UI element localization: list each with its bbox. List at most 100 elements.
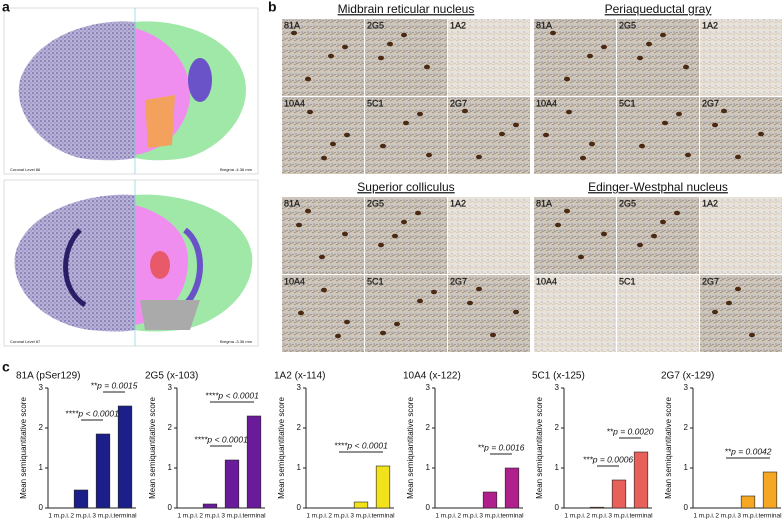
chart-title: 2G7 (x-129) — [661, 371, 714, 382]
stained-cell — [749, 332, 755, 338]
stained-cell — [587, 53, 593, 59]
stained-cell — [291, 30, 297, 36]
panel-label: b — [268, 0, 277, 15]
histology-tile — [700, 19, 782, 96]
atlas-bottom — [3, 179, 259, 347]
stained-cell — [490, 332, 496, 338]
histology-tile — [534, 19, 616, 96]
y-tick-label: 0 — [684, 503, 689, 512]
antibody-label: 2G5 — [367, 20, 384, 30]
stained-cell — [564, 76, 570, 82]
stained-cell — [380, 143, 386, 149]
y-tick-label: 0 — [297, 503, 302, 512]
y-tick-label: 3 — [168, 383, 173, 392]
y-tick-label: 1 — [684, 463, 689, 472]
bar — [375, 465, 391, 509]
stained-cell — [712, 309, 718, 315]
bar — [95, 433, 111, 509]
stained-cell — [321, 155, 327, 161]
stained-cell — [601, 231, 607, 237]
antibody-label: 2G7 — [702, 276, 719, 286]
histology-tile — [700, 275, 782, 352]
stained-cell — [735, 154, 741, 160]
stained-cell — [646, 41, 652, 47]
antibody-label: 1A2 — [702, 198, 718, 208]
antibody-label: 2G5 — [367, 198, 384, 208]
stained-cell — [476, 286, 482, 292]
y-axis-label: Mean semiquantitative score — [664, 397, 673, 499]
stained-cell — [328, 53, 334, 59]
stained-cell — [601, 44, 607, 50]
stained-cell — [589, 141, 595, 147]
stained-cell — [417, 111, 423, 117]
bar — [762, 471, 778, 509]
x-tick-label: 2 m.p.i. — [199, 513, 221, 520]
stained-cell — [424, 64, 430, 70]
stained-cell — [712, 122, 718, 128]
stained-cell — [296, 222, 302, 228]
histology-tile — [365, 19, 447, 96]
stained-cell — [566, 109, 572, 115]
y-tick-label: 2 — [297, 423, 302, 432]
y-tick-label: 3 — [39, 383, 44, 392]
bar — [224, 459, 240, 509]
y-tick-label: 3 — [297, 383, 302, 392]
antibody-label: 2G7 — [702, 98, 719, 108]
stained-cell — [467, 300, 473, 306]
bar — [117, 405, 133, 509]
histology-tile — [282, 275, 364, 352]
y-tick-label: 1 — [168, 463, 173, 472]
atlas-top — [3, 7, 259, 175]
antibody-label: 1A2 — [450, 20, 466, 30]
stained-cell — [499, 131, 505, 137]
y-tick-label: 1 — [39, 463, 44, 472]
stained-cell — [660, 32, 666, 38]
stained-cell — [380, 330, 386, 336]
y-tick-label: 2 — [39, 423, 44, 432]
significance-label: **p = 0.0042 — [724, 446, 771, 456]
antibody-label: 10A4 — [284, 98, 305, 108]
y-axis-label: Mean semiquantitative score — [535, 397, 544, 499]
x-tick-label: 1 m.p.i. — [564, 513, 586, 520]
stained-cell — [476, 154, 482, 160]
stained-cell — [735, 286, 741, 292]
antibody-label: 81A — [284, 20, 300, 30]
stained-cell — [462, 108, 468, 114]
bar — [633, 451, 649, 509]
x-tick-label: terminal — [500, 513, 524, 520]
stained-cell — [651, 233, 657, 239]
stained-cell — [674, 210, 680, 216]
y-tick-label: 3 — [426, 383, 431, 392]
stained-cell — [305, 208, 311, 214]
antibody-label: 1A2 — [702, 20, 718, 30]
stained-cell — [403, 120, 409, 126]
y-axis-label: Mean semiquantitative score — [406, 397, 415, 499]
x-tick-label: terminal — [113, 513, 137, 520]
antibody-label: 2G7 — [450, 276, 467, 286]
stained-cell — [685, 152, 691, 158]
y-tick-label: 2 — [555, 423, 560, 432]
stained-cell — [344, 132, 350, 138]
stained-cell — [721, 108, 727, 114]
x-tick-label: terminal — [758, 513, 782, 520]
chart-title: 1A2 (x-114) — [274, 371, 326, 382]
x-tick-label: 3 m.p.i. — [608, 513, 630, 520]
stained-cell — [298, 310, 304, 316]
atlas-caption: Coronal Level 86 — [10, 167, 41, 172]
histology-tile — [448, 97, 530, 174]
histology-tile — [282, 19, 364, 96]
y-axis-label: Mean semiquantitative score — [19, 397, 28, 499]
antibody-label: 10A4 — [284, 276, 305, 286]
chart-title: 5C1 (x-125) — [532, 371, 585, 382]
atlas-bregma: Bregma -3.36 mm — [220, 339, 253, 344]
stained-cell — [401, 32, 407, 38]
antibody-label: 81A — [284, 198, 300, 208]
antibody-label: 2G7 — [450, 98, 467, 108]
x-tick-label: 1 m.p.i. — [306, 513, 328, 520]
stained-cell — [342, 44, 348, 50]
antibody-label: 81A — [536, 198, 552, 208]
significance-label: **p = 0.0016 — [477, 442, 524, 452]
bar — [246, 415, 262, 509]
x-tick-label: 2 m.p.i. — [70, 513, 92, 520]
significance-label: ***p = 0.0006 — [583, 454, 634, 464]
